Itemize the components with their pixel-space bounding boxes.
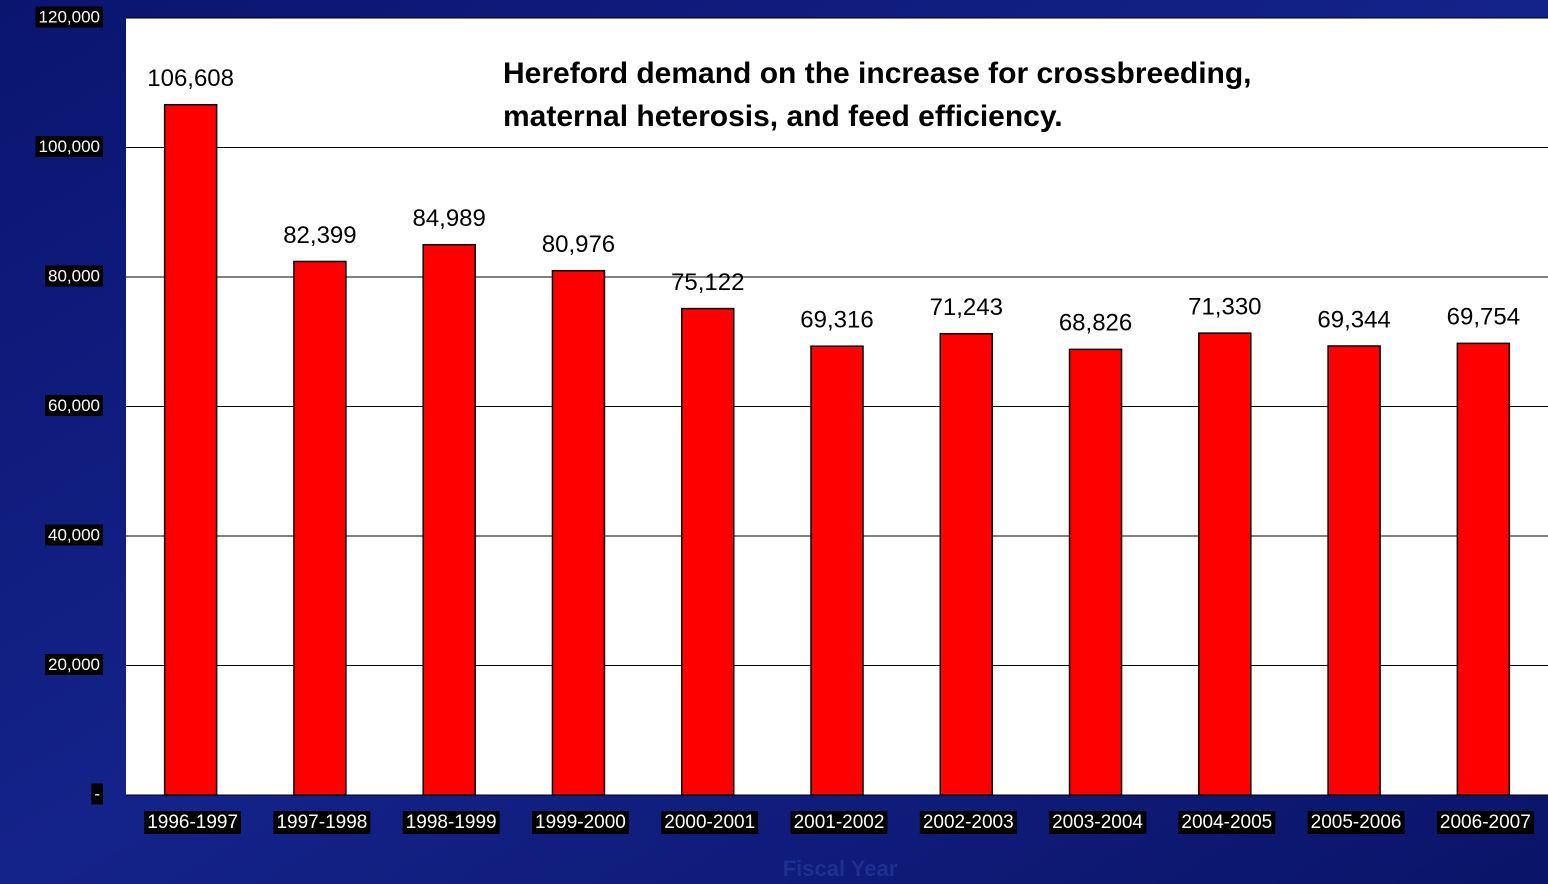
x-tick-label: 1997-1998 (276, 812, 367, 833)
x-tick-label: 2003-2004 (1052, 812, 1143, 833)
x-tick-label-box (144, 811, 242, 835)
data-label: 75,122 (671, 269, 744, 296)
x-tick-label: 2005-2006 (1311, 812, 1402, 833)
bar (680, 307, 735, 796)
x-tick-label-box (1178, 811, 1276, 835)
x-tick-label: 1998-1999 (406, 812, 497, 833)
data-label: 80,976 (542, 231, 615, 258)
x-tick-label: 2002-2003 (923, 812, 1014, 833)
bar (1198, 332, 1252, 796)
y-tick-label: 60,000 (48, 396, 100, 415)
y-tick-label-box (35, 6, 103, 28)
x-tick-label-box (1436, 811, 1534, 835)
y-tick-label-box (45, 653, 103, 675)
x-tick-label-box (1049, 811, 1147, 835)
bar (422, 243, 476, 796)
chart-title: maternal heterosis, and feed efficiency. (503, 100, 1063, 133)
y-tick-label-box (45, 265, 103, 287)
bar (810, 345, 864, 796)
x-tick-label: 2001-2002 (794, 812, 885, 833)
bar (293, 260, 347, 796)
data-label: 69,754 (1447, 304, 1520, 331)
data-label: 71,243 (930, 294, 1003, 321)
y-tick-label-box (35, 135, 103, 157)
bar (1327, 345, 1381, 796)
x-tick-label: 2000-2001 (664, 812, 755, 833)
y-tick-label-box (45, 524, 103, 546)
bar (939, 332, 994, 796)
y-tick-label: 40,000 (48, 525, 100, 544)
x-tick-label: 1999-2000 (535, 812, 626, 833)
x-tick-label-box (273, 811, 371, 835)
y-tick-label: - (94, 784, 100, 803)
x-tick-label-box (532, 811, 629, 835)
x-tick-label: 2006-2007 (1440, 812, 1531, 833)
x-tick-label-box (402, 811, 500, 835)
data-label: 71,330 (1188, 293, 1261, 320)
x-tick-label-box (919, 811, 1017, 835)
data-label: 106,608 (147, 65, 234, 92)
x-axis-title: Fiscal Year (783, 856, 898, 881)
y-tick-label: 80,000 (48, 266, 100, 285)
x-tick-label: 2004-2005 (1181, 812, 1272, 833)
x-tick-label-box (790, 811, 888, 835)
bar (551, 269, 606, 796)
y-tick-label: 100,000 (39, 137, 100, 156)
data-label: 69,316 (800, 307, 873, 334)
data-label: 84,989 (412, 205, 485, 232)
bar (1068, 348, 1123, 796)
bar (1456, 342, 1511, 796)
data-label: 68,826 (1059, 310, 1132, 337)
bar (163, 103, 218, 796)
y-tick-label: 20,000 (48, 655, 100, 674)
y-tick-label-box (91, 783, 103, 805)
data-label: 69,344 (1317, 306, 1390, 333)
x-tick-label: 1996-1997 (147, 812, 238, 833)
chart-title: Hereford demand on the increase for cros… (503, 57, 1252, 90)
y-tick-label-box (45, 394, 103, 416)
y-tick-label: 120,000 (39, 7, 100, 26)
data-label: 82,399 (283, 222, 356, 249)
x-tick-label-box (661, 811, 759, 835)
x-tick-label-box (1307, 811, 1405, 835)
